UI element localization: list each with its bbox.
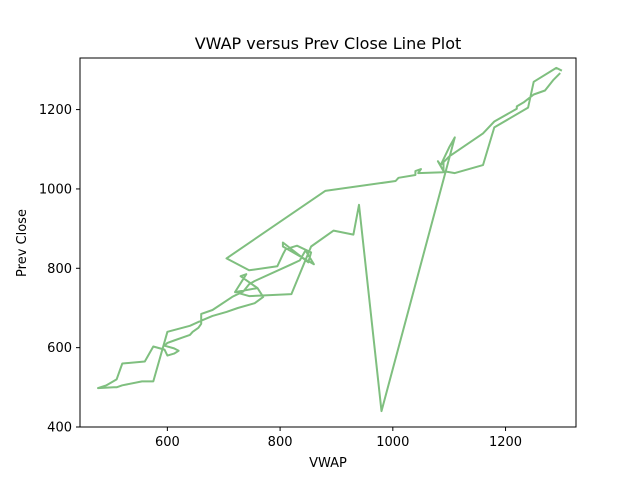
x-axis-label: VWAP — [309, 456, 347, 471]
series-line — [97, 66, 563, 413]
x-tick-label: 600 — [155, 435, 180, 450]
x-tick-label: 1000 — [376, 435, 409, 450]
axis-ticks: 600 800 1000 1200 400 600 800 1000 1200 — [39, 103, 522, 450]
y-tick-label: 1000 — [39, 182, 72, 197]
plot-area — [79, 57, 577, 428]
y-tick-label: 1200 — [39, 103, 72, 118]
x-tick-label: 1200 — [489, 435, 522, 450]
y-tick-label: 600 — [47, 341, 72, 356]
x-tick-label: 800 — [268, 435, 293, 450]
y-tick-label: 400 — [47, 421, 72, 436]
chart-title: VWAP versus Prev Close Line Plot — [195, 34, 462, 53]
y-axis-label: Prev Close — [15, 209, 30, 277]
y-tick-label: 800 — [47, 262, 72, 277]
